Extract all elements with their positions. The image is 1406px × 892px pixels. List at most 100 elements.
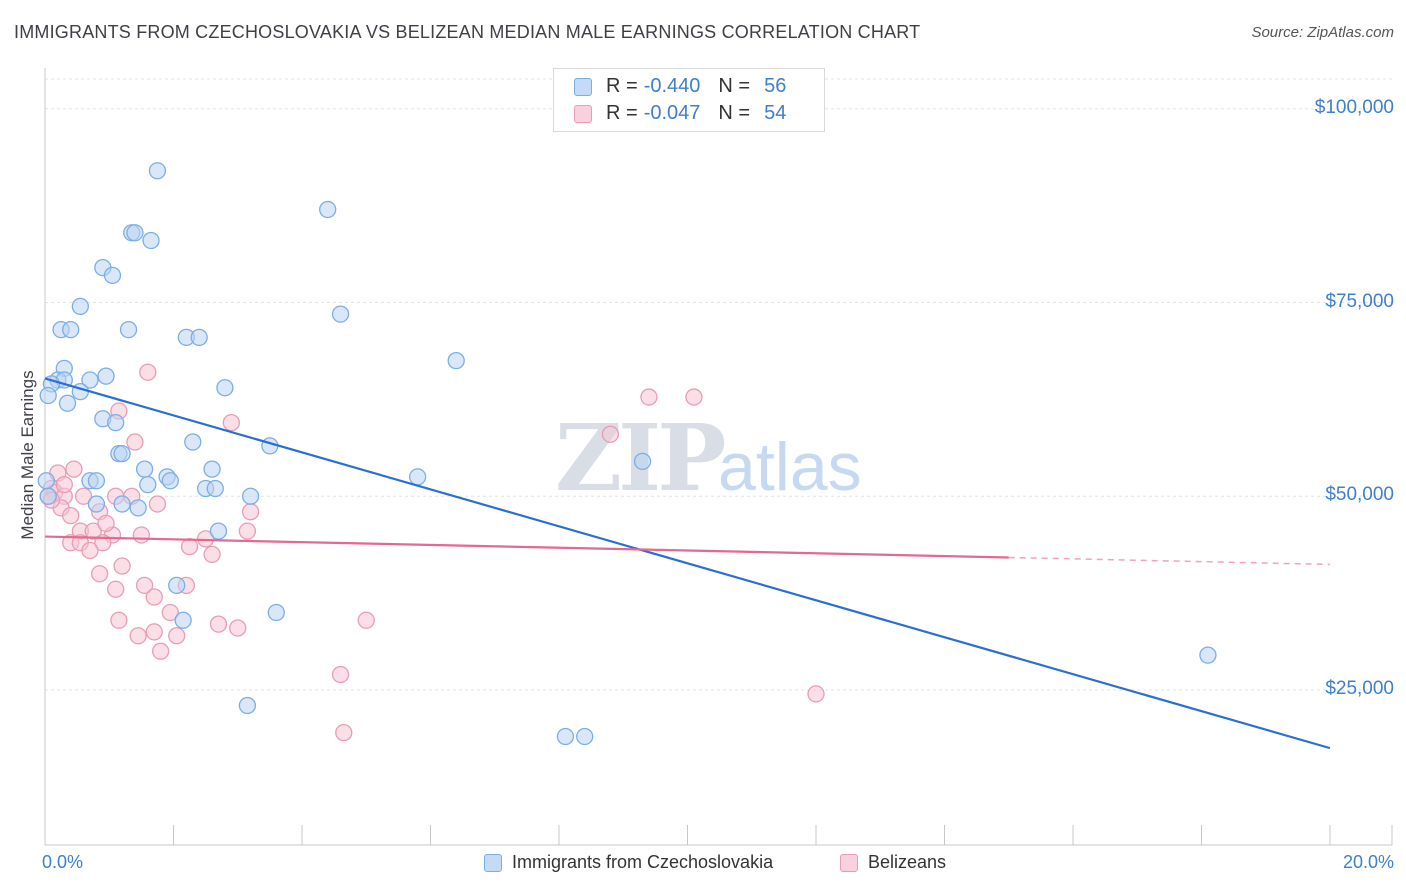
data-point xyxy=(97,514,115,533)
data-point xyxy=(633,452,652,471)
data-point xyxy=(447,351,465,370)
legend-row-czechoslovakia: R = -0.440 N = 56 xyxy=(574,75,786,98)
bottom-legend-label-czechoslovakia: Immigrants from Czechoslovakia xyxy=(512,852,774,872)
data-point xyxy=(55,475,73,494)
data-point xyxy=(107,413,125,432)
data-point xyxy=(119,320,138,339)
data-point xyxy=(161,472,179,490)
bottom-legend-swatch-pink xyxy=(840,853,858,872)
data-point xyxy=(556,727,575,746)
data-point xyxy=(148,495,167,513)
data-point xyxy=(62,506,80,525)
trend-line-extension-1 xyxy=(1008,556,1331,566)
data-point xyxy=(319,200,337,219)
data-point xyxy=(168,576,186,595)
trend-lines xyxy=(44,377,1331,750)
x-tick-label-min: 0.0% xyxy=(42,852,84,872)
data-point xyxy=(71,297,89,316)
data-point xyxy=(357,611,375,629)
data-point xyxy=(126,224,144,242)
data-point xyxy=(129,627,147,645)
data-point xyxy=(408,468,427,486)
data-point xyxy=(81,541,99,560)
data-point xyxy=(37,472,55,490)
axes xyxy=(44,68,1393,846)
data-point xyxy=(180,537,199,556)
data-point xyxy=(58,394,77,412)
data-point xyxy=(148,162,167,180)
bottom-legend-label-belizeans: Belizeans xyxy=(868,852,947,872)
trend-line-0 xyxy=(44,377,1331,750)
data-point xyxy=(238,696,257,715)
data-point xyxy=(65,460,83,478)
data-point xyxy=(139,475,157,494)
data-point xyxy=(640,388,658,406)
legend: R = -0.440 N = 56 R = -0.047 N = 54 xyxy=(553,68,825,132)
legend-n-value: 56 xyxy=(764,75,787,97)
data-point xyxy=(1199,646,1217,664)
data-point xyxy=(39,386,57,405)
legend-r-label: R = xyxy=(606,75,638,97)
legend-row-belizeans: R = -0.047 N = 54 xyxy=(574,102,786,125)
y-tick-label: $75,000 xyxy=(1325,290,1394,312)
data-point xyxy=(174,611,192,629)
data-point xyxy=(110,611,128,629)
data-point xyxy=(113,557,131,575)
bottom-legend-swatch-blue xyxy=(484,853,502,872)
data-point xyxy=(335,723,353,742)
data-point xyxy=(203,545,221,564)
data-point xyxy=(209,615,228,633)
data-point xyxy=(139,363,157,381)
data-point xyxy=(74,487,93,505)
data-point xyxy=(685,388,703,406)
data-point xyxy=(39,487,57,505)
data-point xyxy=(241,503,260,521)
legend-r-value: -0.440 xyxy=(643,75,701,97)
legend-n-label: N = xyxy=(718,75,751,97)
data-point xyxy=(145,588,163,606)
gridlines xyxy=(45,78,1392,691)
data-point xyxy=(107,580,125,598)
data-point xyxy=(807,685,825,703)
data-point xyxy=(267,603,285,622)
bottom-legend-belizeans: Belizeans xyxy=(840,852,946,873)
legend-r-value: -0.047 xyxy=(643,102,701,124)
data-point xyxy=(209,522,228,540)
legend-swatch-pink xyxy=(574,104,592,123)
data-point xyxy=(113,495,131,513)
legend-r-label: R = xyxy=(606,102,638,124)
data-point xyxy=(142,231,160,250)
data-point xyxy=(145,623,163,641)
chart-title: IMMIGRANTS FROM CZECHOSLOVAKIA VS BELIZE… xyxy=(14,22,921,42)
data-point xyxy=(135,460,154,478)
data-point xyxy=(331,305,350,323)
data-point xyxy=(229,619,247,637)
data-point xyxy=(81,371,99,389)
data-point xyxy=(103,266,122,285)
source-label: Source: ZipAtlas.com xyxy=(1251,24,1394,41)
data-point xyxy=(238,522,257,540)
x-tick-label-max: 20.0% xyxy=(1342,852,1394,872)
data-point xyxy=(87,495,106,513)
trend-line-1 xyxy=(44,535,1009,559)
data-point xyxy=(203,460,221,478)
data-point xyxy=(331,665,350,684)
data-point xyxy=(190,328,208,347)
data-point xyxy=(222,413,240,432)
legend-n-label: N = xyxy=(718,102,751,124)
data-point xyxy=(151,642,170,660)
data-point xyxy=(216,379,234,397)
data-point xyxy=(90,565,109,583)
data-point xyxy=(132,526,151,544)
y-tick-label: $50,000 xyxy=(1325,484,1394,506)
data-point xyxy=(84,522,102,540)
data-point xyxy=(135,576,154,595)
watermark-atlas: atlas xyxy=(718,429,862,505)
legend-n-value: 54 xyxy=(764,102,787,124)
data-point xyxy=(161,603,179,622)
data-point xyxy=(206,479,224,498)
data-point xyxy=(576,727,594,746)
bottom-legend-czechoslovakia: Immigrants from Czechoslovakia xyxy=(484,852,773,873)
